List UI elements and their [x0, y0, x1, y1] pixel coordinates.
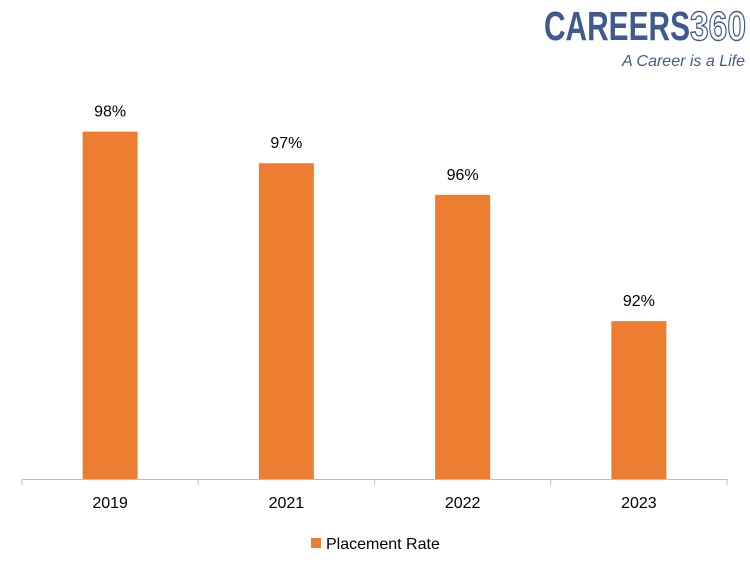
- data-label: 92%: [623, 293, 655, 310]
- data-label: 97%: [270, 135, 302, 152]
- legend-label: Placement Rate: [326, 536, 440, 553]
- bar-2021: [258, 163, 314, 479]
- bar-2022: [435, 194, 491, 480]
- x-tick-label: 2019: [92, 495, 128, 512]
- logo-brand: CAREERS: [544, 3, 690, 49]
- x-tick-label: 2022: [445, 495, 481, 512]
- data-label: 96%: [447, 167, 479, 184]
- careers360-logo: CAREERS 360 A Career is a Life: [544, 2, 747, 70]
- legend: Placement Rate: [311, 536, 440, 553]
- data-labels-layer: 98% 97% 96% 92%: [94, 104, 655, 310]
- bars-layer: [82, 131, 667, 480]
- x-axis: 2019 2021 2022 2023: [21, 479, 728, 512]
- x-tick-label: 2021: [269, 495, 305, 512]
- bar-2023: [611, 321, 667, 479]
- x-tick-label: 2023: [621, 495, 657, 512]
- logo-tagline: A Career is a Life: [621, 53, 745, 70]
- data-label: 98%: [94, 104, 126, 121]
- legend-swatch: [311, 538, 321, 548]
- logo-number: 360: [690, 3, 746, 49]
- bar-2019: [82, 131, 138, 479]
